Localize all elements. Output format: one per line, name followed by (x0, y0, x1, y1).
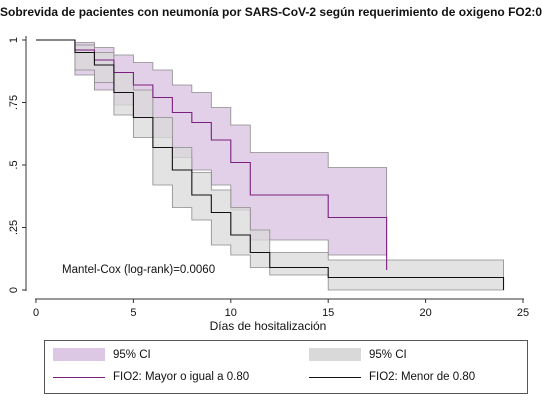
x-tick-label: 5 (130, 307, 136, 319)
x-tick-label: 20 (419, 307, 431, 319)
legend-item-ci-mayor: 95% CI (53, 348, 151, 361)
x-tick-label: 10 (225, 307, 237, 319)
y-tick-label: .25 (8, 220, 20, 235)
logrank-annotation: Mantel-Cox (log-rank)=0.0060 (62, 264, 215, 276)
legend: 95% CI 95% CI FIO2: Mayor o igual a 0.80… (44, 340, 528, 394)
y-tick-label: .75 (8, 95, 20, 110)
legend-item-menor: FIO2: Menor de 0.80 (309, 371, 475, 383)
y-tick-label: 1 (8, 37, 20, 43)
legend-item-ci-menor: 95% CI (309, 348, 407, 361)
y-tick-label: .5 (8, 160, 20, 169)
x-axis-title: Días de hositalización (210, 319, 327, 333)
legend-label-ci-mayor: 95% CI (113, 348, 151, 361)
legend-item-mayor: FIO2: Mayor o igual a 0.80 (53, 371, 249, 383)
legend-swatch-mayor (53, 376, 105, 378)
y-tick-label: 0 (8, 287, 20, 293)
chart-title: Sobrevida de pacientes con neumonía por … (0, 5, 542, 19)
x-tick-label: 0 (33, 307, 39, 319)
legend-label-menor: FIO2: Menor de 0.80 (369, 371, 476, 383)
legend-swatch-menor (309, 376, 361, 378)
x-tick-label: 15 (322, 307, 334, 319)
x-tick-label: 25 (517, 307, 529, 319)
legend-swatch-ci-menor (309, 348, 361, 361)
survival-line-0 (36, 39, 388, 270)
legend-swatch-ci-mayor (53, 348, 105, 361)
legend-label-mayor: FIO2: Mayor o igual a 0.80 (113, 371, 250, 383)
survival-line-1 (36, 39, 505, 290)
legend-label-ci-menor: 95% CI (369, 348, 407, 361)
